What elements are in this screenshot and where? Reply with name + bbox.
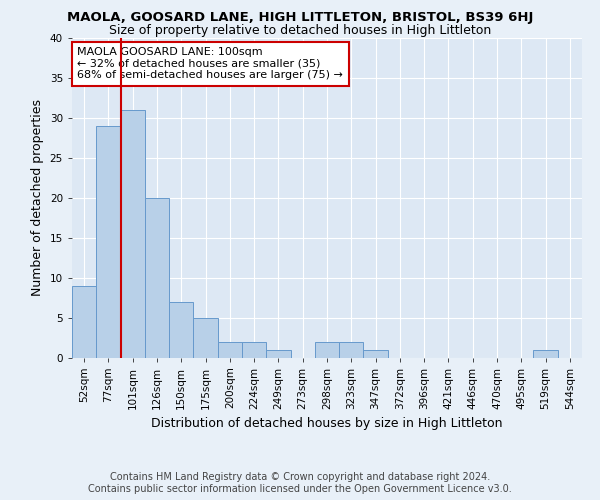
- Bar: [364, 350, 388, 358]
- Bar: [169, 302, 193, 358]
- Text: Contains HM Land Registry data © Crown copyright and database right 2024.
Contai: Contains HM Land Registry data © Crown c…: [88, 472, 512, 494]
- Bar: [242, 342, 266, 357]
- Bar: [193, 318, 218, 358]
- Bar: [266, 350, 290, 358]
- Bar: [315, 342, 339, 357]
- Bar: [145, 198, 169, 358]
- Bar: [96, 126, 121, 358]
- Bar: [72, 286, 96, 358]
- X-axis label: Distribution of detached houses by size in High Littleton: Distribution of detached houses by size …: [151, 417, 503, 430]
- Y-axis label: Number of detached properties: Number of detached properties: [31, 99, 44, 296]
- Bar: [533, 350, 558, 358]
- Text: MAOLA, GOOSARD LANE, HIGH LITTLETON, BRISTOL, BS39 6HJ: MAOLA, GOOSARD LANE, HIGH LITTLETON, BRI…: [67, 11, 533, 24]
- Bar: [339, 342, 364, 357]
- Text: MAOLA GOOSARD LANE: 100sqm
← 32% of detached houses are smaller (35)
68% of semi: MAOLA GOOSARD LANE: 100sqm ← 32% of deta…: [77, 47, 343, 80]
- Bar: [218, 342, 242, 357]
- Bar: [121, 110, 145, 358]
- Text: Size of property relative to detached houses in High Littleton: Size of property relative to detached ho…: [109, 24, 491, 37]
